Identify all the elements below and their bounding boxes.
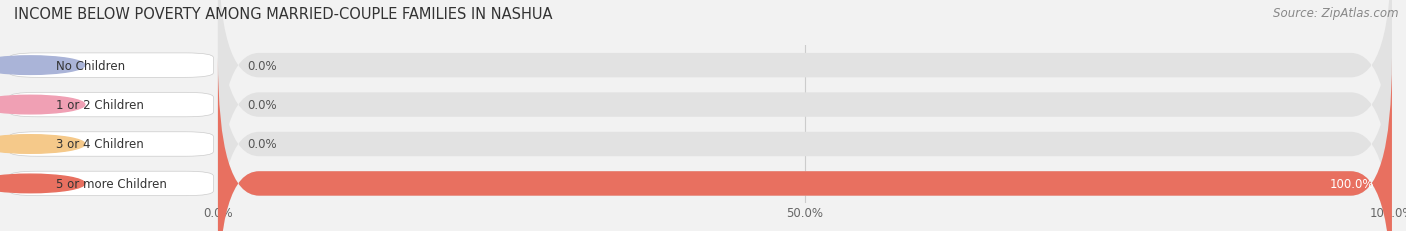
Text: INCOME BELOW POVERTY AMONG MARRIED-COUPLE FAMILIES IN NASHUA: INCOME BELOW POVERTY AMONG MARRIED-COUPL… xyxy=(14,7,553,22)
Text: No Children: No Children xyxy=(56,59,125,72)
Text: 1 or 2 Children: 1 or 2 Children xyxy=(56,99,143,112)
Text: 5 or more Children: 5 or more Children xyxy=(56,177,166,190)
Text: 100.0%: 100.0% xyxy=(1330,177,1374,190)
FancyBboxPatch shape xyxy=(10,93,214,117)
Text: 0.0%: 0.0% xyxy=(247,138,277,151)
FancyBboxPatch shape xyxy=(218,58,1392,231)
FancyBboxPatch shape xyxy=(10,54,214,78)
FancyBboxPatch shape xyxy=(218,58,1392,231)
Circle shape xyxy=(0,96,84,114)
Circle shape xyxy=(0,57,84,75)
FancyBboxPatch shape xyxy=(218,19,1392,231)
Text: Source: ZipAtlas.com: Source: ZipAtlas.com xyxy=(1274,7,1399,20)
Circle shape xyxy=(0,135,84,154)
Circle shape xyxy=(0,174,84,193)
FancyBboxPatch shape xyxy=(218,0,1392,191)
FancyBboxPatch shape xyxy=(10,132,214,157)
FancyBboxPatch shape xyxy=(218,0,1392,230)
Text: 0.0%: 0.0% xyxy=(247,99,277,112)
Text: 3 or 4 Children: 3 or 4 Children xyxy=(56,138,143,151)
Text: 0.0%: 0.0% xyxy=(247,59,277,72)
FancyBboxPatch shape xyxy=(10,171,214,196)
